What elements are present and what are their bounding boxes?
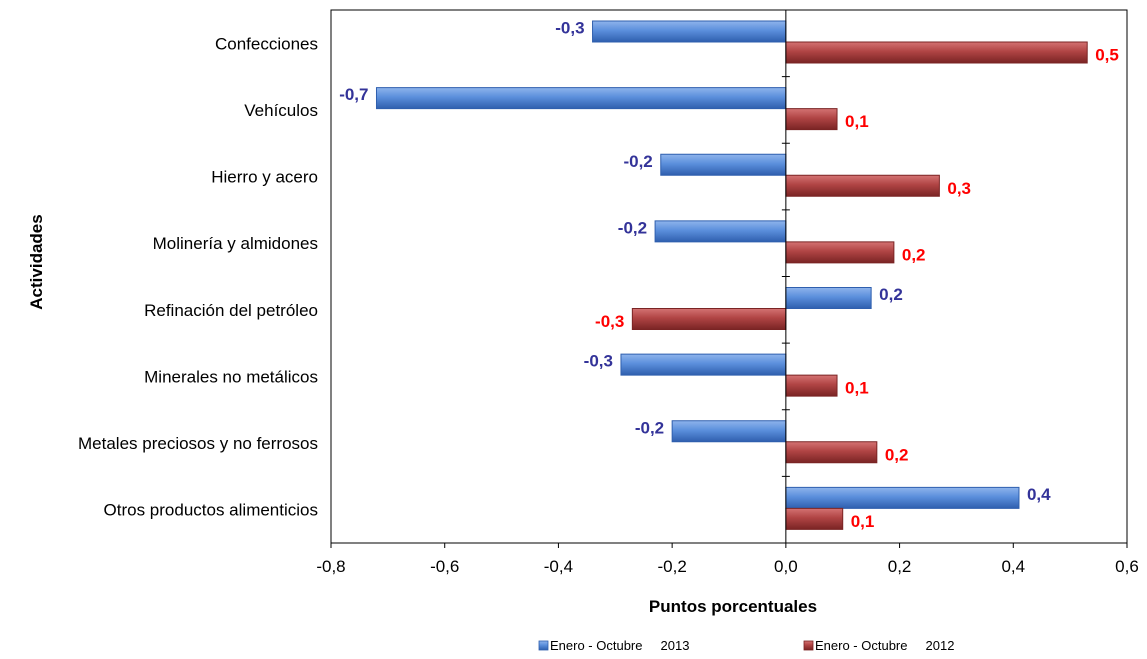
value-label-hierro-y-acero-series-1: -0,2 [623,152,652,171]
x-axis-title: Puntos porcentuales [649,597,817,616]
bar-hierro-y-acero-series-1 [661,154,786,175]
value-label-otros-productos-alimenticios-series-1: 0,4 [1027,485,1051,504]
x-tick-label: 0,4 [1001,557,1025,576]
bar-otros-productos-alimenticios-series-1 [786,487,1019,508]
legend-label-2012: Enero - Octubre 2012 [815,638,954,653]
legend-swatch-2013 [539,641,548,650]
x-tick-label: 0,2 [888,557,912,576]
bar-refinacion-del-petroleo-series-2 [632,309,786,330]
bar-molineria-y-almidones-series-2 [786,242,894,263]
bar-minerales-no-metalicos-series-1 [621,354,786,375]
bar-hierro-y-acero-series-2 [786,175,940,196]
category-label-minerales-no-metalicos: Minerales no metálicos [144,367,318,386]
value-label-refinacion-del-petroleo-series-1: 0,2 [879,285,903,304]
legend-label-2013: Enero - Octubre 2013 [550,638,689,653]
value-label-vehiculos-series-1: -0,7 [339,85,368,104]
bar-metales-preciosos-y-no-ferrosos-series-2 [786,442,877,463]
category-label-hierro-y-acero: Hierro y acero [211,168,318,187]
x-tick-label: -0,6 [430,557,459,576]
bar-vehiculos-series-1 [376,88,785,109]
y-axis-title: Actividades [27,214,46,309]
category-label-otros-productos-alimenticios: Otros productos alimenticios [104,501,318,520]
value-label-minerales-no-metalicos-series-2: 0,1 [845,379,869,398]
legend: Enero - Octubre 2013 Enero - Octubre 201… [539,638,954,653]
category-label-vehiculos: Vehículos [244,101,318,120]
value-label-minerales-no-metalicos-series-1: -0,3 [584,352,613,371]
category-label-metales-preciosos-y-no-ferrosos: Metales preciosos y no ferrosos [78,434,318,453]
x-tick-label: -0,8 [316,557,345,576]
bar-vehiculos-series-2 [786,109,837,130]
legend-swatch-2012 [804,641,813,650]
value-label-refinacion-del-petroleo-series-2: -0,3 [595,312,624,331]
bar-otros-productos-alimenticios-series-2 [786,508,843,529]
value-label-metales-preciosos-y-no-ferrosos-series-1: -0,2 [635,418,664,437]
value-label-otros-productos-alimenticios-series-2: 0,1 [851,512,875,531]
value-label-vehiculos-series-2: 0,1 [845,112,869,131]
x-tick-label: 0,6 [1115,557,1139,576]
x-tick-label: 0,0 [774,557,798,576]
value-label-hierro-y-acero-series-2: 0,3 [947,179,971,198]
bar-metales-preciosos-y-no-ferrosos-series-1 [672,421,786,442]
bar-molineria-y-almidones-series-1 [655,221,786,242]
bar-confecciones-series-1 [593,21,786,42]
category-label-refinacion-del-petroleo: Refinación del petróleo [144,301,318,320]
x-tick-label: -0,2 [657,557,686,576]
bar-minerales-no-metalicos-series-2 [786,375,837,396]
value-label-confecciones-series-2: 0,5 [1095,46,1119,65]
value-label-confecciones-series-1: -0,3 [555,19,584,38]
value-label-metales-preciosos-y-no-ferrosos-series-2: 0,2 [885,445,909,464]
x-axis-ticks: -0,8 -0,6 -0,4 -0,2 0,0 0,2 0,4 0,6 [316,543,1138,576]
x-tick-label: -0,4 [544,557,573,576]
bar-refinacion-del-petroleo-series-1 [786,288,871,309]
bar-confecciones-series-2 [786,42,1087,63]
value-label-molineria-y-almidones-series-1: -0,2 [618,218,647,237]
category-labels: Confecciones Vehículos Hierro y acero Molin… [78,34,318,519]
value-label-molineria-y-almidones-series-2: 0,2 [902,245,926,264]
category-label-molineria-y-almidones: Molinería y almidones [153,234,318,253]
category-label-confecciones: Confecciones [215,34,318,53]
